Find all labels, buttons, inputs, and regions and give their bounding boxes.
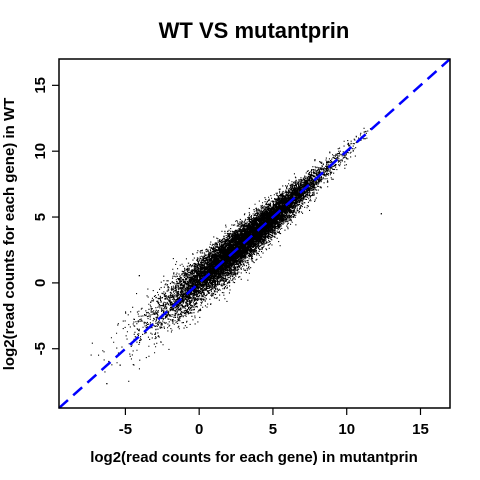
outlier-point-5 [138, 275, 140, 277]
x-axis: -5 0 5 10 15 [119, 408, 429, 438]
x-tick-label-3: 10 [338, 421, 355, 438]
data-points [90, 127, 382, 385]
outlier-point-0 [364, 138, 366, 140]
x-tick-label-1: 0 [195, 421, 203, 438]
x-axis-label: log2(read counts for each gene) in mutan… [90, 449, 418, 466]
outlier-point-4 [119, 364, 121, 366]
outlier-point-1 [380, 213, 382, 215]
y-tick-label-1: 0 [32, 279, 49, 287]
y-axis: -5 0 5 10 15 [32, 77, 59, 355]
reference-line [58, 58, 451, 409]
y-tick-label-0: -5 [32, 342, 49, 355]
x-tick-label-4: 15 [412, 421, 429, 438]
y-tick-label-4: 15 [32, 77, 49, 94]
x-tick-label-2: 5 [269, 421, 277, 438]
plot-frame [58, 58, 451, 409]
outlier-point-3 [106, 383, 108, 385]
y-tick-label-2: 5 [32, 213, 49, 221]
chart-title: WT VS mutantprin [159, 18, 350, 43]
y-tick-label-3: 10 [32, 143, 49, 160]
x-tick-label-0: -5 [119, 421, 132, 438]
y-axis-label: log2(read counts for each gene) in WT [1, 98, 18, 371]
outlier-point-6 [314, 159, 316, 161]
outlier-point-2 [147, 311, 149, 314]
